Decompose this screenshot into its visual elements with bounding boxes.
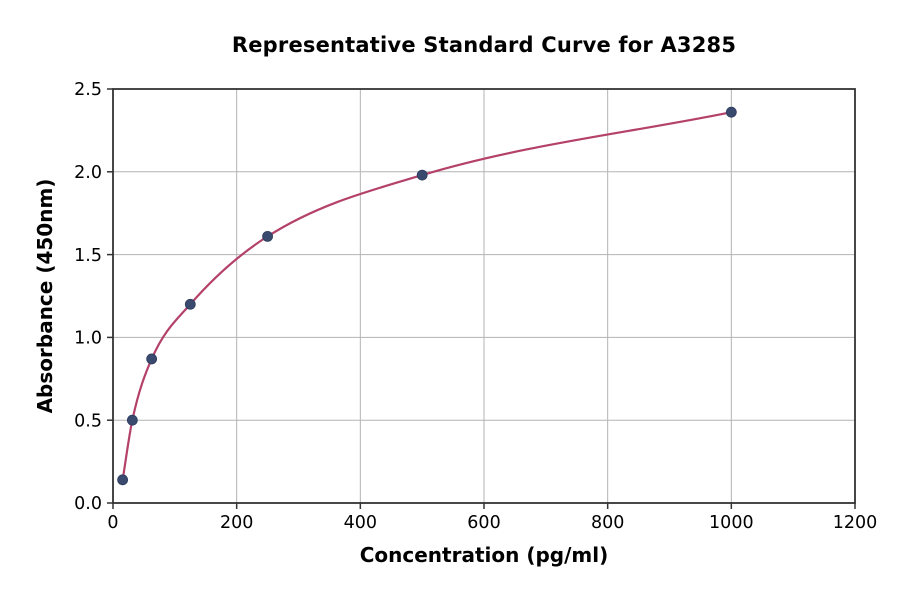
data-point (416, 169, 428, 181)
standard-curve-line (121, 111, 733, 481)
data-point (146, 353, 158, 365)
data-point (725, 106, 737, 118)
data-point (126, 414, 138, 426)
data-point (184, 298, 196, 310)
y-tick-label: 1.5 (74, 246, 102, 266)
x-axis-label: Concentration (pg/ml) (359, 543, 609, 567)
x-tick-label: 1200 (833, 513, 878, 533)
y-axis-label: Absorbance (450nm) (33, 178, 57, 414)
x-tick-label: 200 (220, 513, 253, 533)
data-point (117, 474, 129, 486)
x-tick-label: 1000 (709, 513, 754, 533)
y-tick-label: 1.0 (74, 329, 102, 349)
x-tick-label: 400 (344, 513, 377, 533)
data-point (262, 230, 273, 242)
y-tick-label: 0.5 (74, 411, 102, 431)
y-tick-label: 0.0 (74, 494, 102, 514)
y-tick-label: 2.0 (74, 163, 102, 183)
y-tick-label: 2.5 (74, 80, 102, 100)
x-tick-label: 800 (591, 513, 624, 533)
chart-title: Representative Standard Curve for A3285 (231, 33, 737, 57)
x-tick-label: 0 (107, 513, 118, 533)
x-tick-label: 600 (467, 513, 500, 533)
